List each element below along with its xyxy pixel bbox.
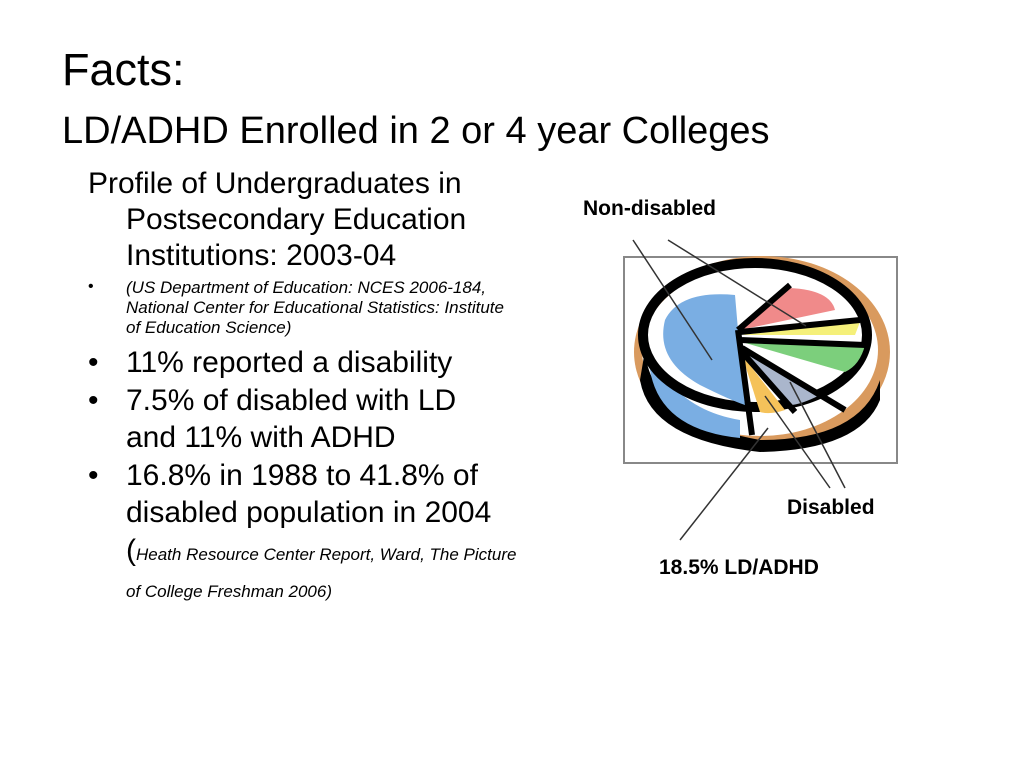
bullet-text: 7.5% of disabled with LD and 11% with AD… (126, 383, 457, 455)
profile-heading: Profile of Undergraduates in Postseconda… (88, 167, 467, 272)
bullet-item: • 16.8% in 1988 to 41.8% of disabled popu… (88, 457, 526, 607)
slide-title: Facts: (62, 44, 185, 95)
bullet-marker: • (88, 346, 99, 379)
slide-body: Profile of Undergraduates in Postseconda… (88, 166, 548, 607)
bullet-marker: • (88, 458, 99, 492)
slice-red (740, 288, 835, 330)
label-non-disabled: Non-disabled (583, 197, 717, 220)
slice-nondisabled (663, 294, 745, 405)
label-disabled: Disabled (787, 496, 875, 519)
bullet-citation: Heath Resource Center Report, Ward, The … (126, 544, 517, 602)
bullet-item: • 11% reported a disability (88, 344, 548, 382)
annotation-arrows (632, 239, 846, 541)
slice-ldadhd (742, 355, 785, 414)
bullet-text: 11% reported a disability (126, 346, 453, 379)
bullet-text: 16.8% in 1988 to 41.8% of disabled popul… (126, 458, 492, 567)
bullet-marker: • (88, 383, 99, 417)
bullet-marker: • (88, 278, 94, 295)
bullet-source: • (US Department of Education: NCES 2006-… (88, 278, 548, 338)
label-ld-adhd: 18.5% LD/ADHD (659, 556, 819, 579)
slice-green (742, 342, 865, 372)
slice-gray (745, 352, 820, 405)
slide-subtitle: LD/ADHD Enrolled in 2 or 4 year Colleges (62, 110, 770, 152)
source-citation: (US Department of Education: NCES 2006-1… (126, 278, 504, 337)
bullet-item: • 7.5% of disabled with LD and 11% with A… (88, 382, 506, 457)
pie-outline (638, 258, 872, 412)
